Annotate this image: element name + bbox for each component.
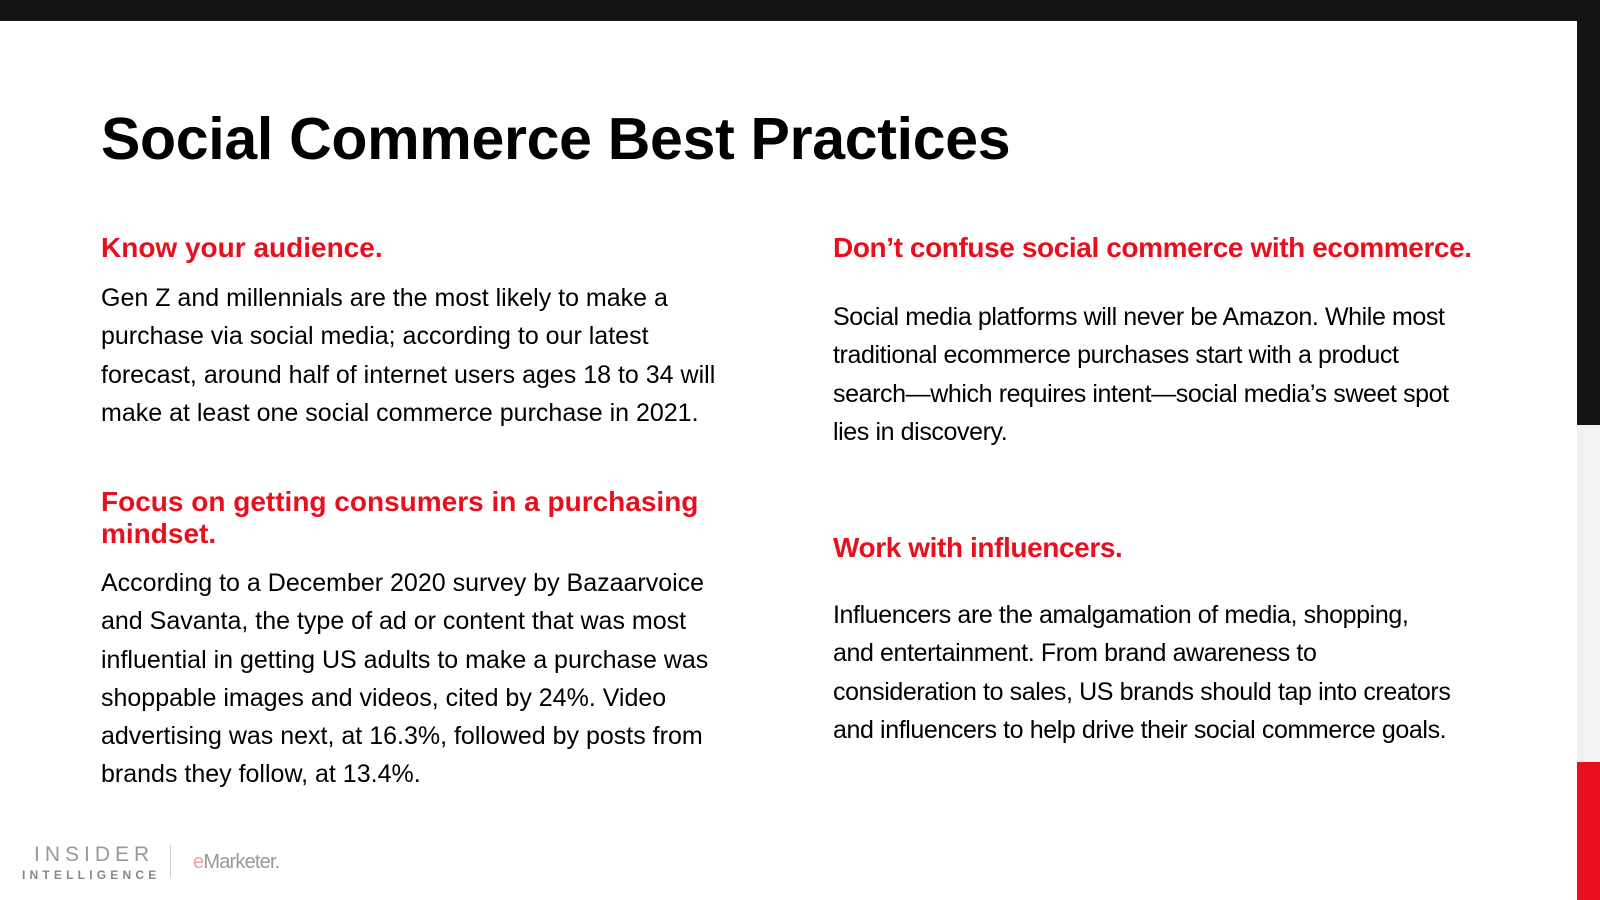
side-strip-red [1577,762,1600,900]
insider-intelligence-logo-sub: INTELLIGENCE [22,868,161,882]
top-bar [0,0,1600,21]
logo-divider [170,845,171,877]
section-body: According to a December 2020 survey by B… [101,569,709,789]
section-heading: Work with influencers. [833,532,1123,563]
side-strip-gray [1577,425,1600,762]
emarketer-logo: eMarketer. [193,851,280,873]
section-body: Gen Z and millennials are the most likel… [101,284,716,427]
section-heading: Don’t confuse social commerce with ecomm… [833,232,1472,263]
side-strip-dark [1577,0,1600,425]
slide-title: Social Commerce Best Practices [101,106,1011,172]
section-heading: Know your audience. [101,232,383,263]
section-heading: Focus on getting consumers in a purchasi… [101,486,699,549]
insider-intelligence-logo: INSIDER [34,843,155,866]
section-body: Influencers are the amalgamation of medi… [833,601,1451,744]
section-body: Social media platforms will never be Ama… [833,303,1449,446]
